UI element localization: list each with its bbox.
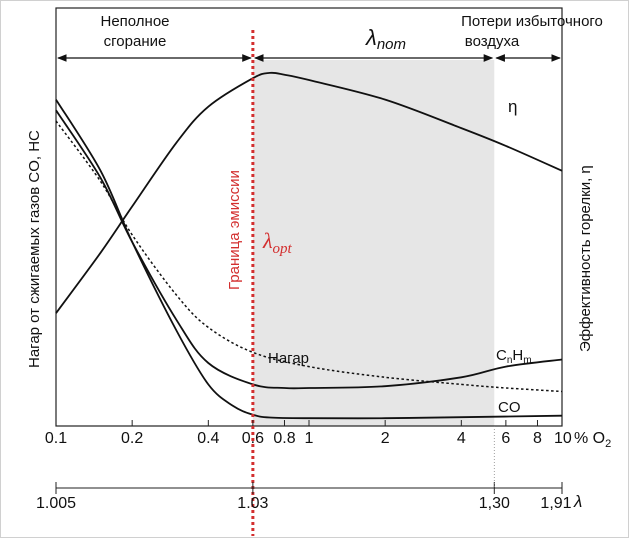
o2-tick-label-8: 4 [457,430,466,447]
emission-boundary-label: Граница эмиссии [226,170,243,290]
series-line-3 [55,99,563,420]
o2-tick-label-4: 0.6 [242,430,264,447]
o2-tick-label-2: 0.2 [121,430,143,447]
y-axis-label-right: Эффективность горелки, η [577,165,594,352]
lambda-tick-label-2: 1.03 [237,495,268,512]
o2-tick-label-7: 2 [381,430,390,447]
series-line-4 [55,71,563,314]
excess-label-line2: воздуха [465,33,520,50]
cnhm-label: CnHm [496,347,532,366]
x-axis-o2-unit: % O2 [574,430,611,450]
series-line-2 [55,109,563,390]
x-axis-o2: 0.1 0.2 0.4 0.6 0.8 1 2 4 6 8 10 [45,420,572,447]
excess-label-line1: Потери избыточного [461,13,603,30]
series-group [55,71,563,420]
lambda-tick-label-4: 1,91 [540,495,571,512]
x-axis-lambda: 1.005 1.03 1,30 1,91 [36,426,572,512]
o2-tick-label-9: 6 [501,430,510,447]
lambda-nom-label: λnom [365,25,406,53]
lambda-tick-label-1: 1.005 [36,495,76,512]
eta-curve-label: η [508,97,517,116]
lambda-opt-label: λopt [262,228,293,257]
o2-tick-label-3: 0.4 [197,430,219,447]
nagar-label: Нагар [268,350,309,367]
lambda-tick-label-3: 1,30 [479,495,510,512]
o2-tick-label-11: 10 [554,430,572,447]
y-axis-label-left: Нагар от сжигаемых газов CO, HC [26,130,43,368]
incomplete-label-line1: Неполное [100,13,169,30]
incomplete-label-line2: сгорание [104,33,167,50]
o2-tick-label-1: 0.1 [45,430,67,447]
x-axis-lambda-unit: λ [573,492,582,511]
o2-tick-label-5: 0.8 [273,430,295,447]
o2-tick-label-6: 1 [305,430,314,447]
co-label: CO [498,399,521,416]
o2-tick-label-10: 8 [533,430,542,447]
nominal-range-band [252,60,495,426]
